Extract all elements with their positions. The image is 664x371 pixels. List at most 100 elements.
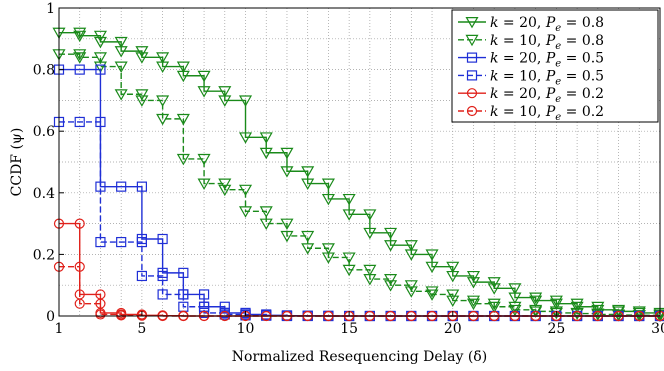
- data-point: [136, 236, 147, 248]
- data-point: [259, 218, 273, 231]
- data-point: [280, 147, 294, 160]
- data-point: [591, 308, 605, 320]
- data-point: [116, 309, 127, 320]
- data-point: [95, 298, 106, 309]
- series-line: [59, 53, 661, 317]
- data-point: [529, 295, 543, 308]
- x-tick-label: 25: [547, 321, 565, 337]
- data-point: [74, 116, 85, 128]
- data-point: [135, 46, 149, 58]
- data-point: [95, 64, 106, 75]
- data-point: [114, 61, 128, 73]
- data-point: [529, 292, 543, 304]
- data-point: [384, 240, 398, 252]
- data-point: [218, 178, 232, 190]
- x-tick-label: 20: [444, 321, 462, 337]
- data-point: [156, 95, 170, 107]
- data-point: [259, 206, 273, 218]
- data-point: [487, 301, 501, 314]
- data-point: [487, 298, 501, 311]
- x-tick-label: 15: [340, 321, 358, 337]
- data-point: [404, 240, 418, 252]
- data-point: [178, 289, 189, 300]
- data-point: [280, 218, 294, 231]
- data-point: [612, 309, 626, 321]
- data-point: [466, 270, 481, 283]
- data-point: [197, 178, 211, 190]
- data-point: [508, 283, 522, 295]
- legend-marker: [465, 34, 479, 47]
- data-point: [425, 249, 439, 261]
- data-point: [549, 298, 563, 311]
- x-tick-label: 5: [137, 321, 146, 337]
- data-point: [198, 307, 210, 319]
- data-point: [218, 86, 232, 98]
- data-point: [135, 95, 149, 107]
- data-point: [259, 147, 273, 160]
- data-point: [591, 301, 605, 314]
- data-point: [116, 236, 127, 248]
- data-point: [425, 261, 439, 274]
- data-point: [321, 243, 335, 255]
- data-point: [384, 280, 398, 292]
- legend-entry: k = 20, Pe = 0.8: [490, 15, 604, 34]
- data-point: [93, 30, 107, 43]
- data-point: [529, 304, 543, 317]
- y-tick-label: 1: [46, 1, 55, 17]
- data-point: [156, 113, 170, 126]
- x-axis-label: Normalized Resequencing Delay (δ̄): [232, 349, 487, 365]
- data-point: [570, 301, 584, 314]
- y-tick-label: 0.2: [33, 247, 55, 263]
- x-tick-label: 10: [237, 321, 255, 337]
- data-point: [446, 261, 460, 274]
- data-point: [114, 36, 128, 49]
- data-point: [74, 218, 85, 229]
- data-point: [74, 261, 85, 272]
- data-point: [157, 289, 168, 300]
- data-point: [176, 153, 190, 166]
- legend-marker: [466, 88, 478, 99]
- y-tick-label: 0.4: [33, 186, 55, 202]
- data-point: [570, 307, 584, 320]
- series-k-10-pe-0-5: [53, 116, 664, 322]
- data-point: [425, 286, 439, 298]
- data-point: [135, 89, 149, 101]
- data-point: [301, 166, 315, 178]
- data-point: [342, 193, 356, 206]
- data-point: [219, 307, 230, 319]
- data-point: [238, 132, 253, 144]
- legend-entry: k = 10, Pe = 0.5: [490, 68, 604, 87]
- data-point: [74, 298, 85, 309]
- data-point: [466, 298, 481, 311]
- data-point: [549, 307, 563, 320]
- data-point: [301, 178, 315, 190]
- data-point: [404, 280, 418, 292]
- data-point: [93, 52, 107, 64]
- data-point: [342, 252, 356, 264]
- data-point: [116, 181, 127, 192]
- data-point: [301, 243, 315, 255]
- data-point: [136, 310, 147, 321]
- y-tick-label: 0: [46, 309, 55, 325]
- data-point: [342, 264, 356, 277]
- data-point: [178, 267, 189, 278]
- y-tick-label: 0.6: [33, 124, 55, 140]
- data-point: [156, 52, 170, 64]
- data-point: [238, 206, 253, 218]
- data-point: [197, 70, 211, 83]
- x-tick-label: 30: [651, 321, 664, 337]
- legend-entry: k = 10, Pe = 0.8: [490, 33, 604, 52]
- data-point: [95, 116, 106, 128]
- data-point: [198, 289, 210, 300]
- legend-marker: [465, 17, 479, 29]
- data-point: [135, 52, 149, 64]
- legend-marker: [466, 105, 478, 117]
- data-point: [342, 209, 356, 221]
- legend: k = 20, Pe = 0.8k = 10, Pe = 0.8k = 20, …: [451, 9, 659, 123]
- data-point: [280, 230, 294, 243]
- data-point: [73, 30, 87, 43]
- data-point: [363, 209, 377, 221]
- data-point: [404, 286, 418, 298]
- data-point: [384, 227, 398, 240]
